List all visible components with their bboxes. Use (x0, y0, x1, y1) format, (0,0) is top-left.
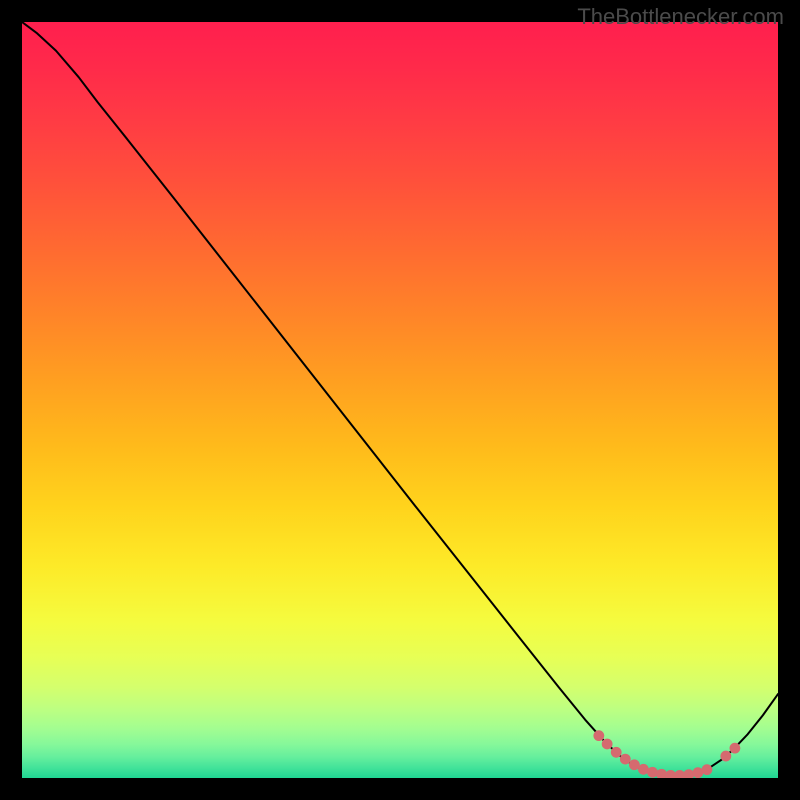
watermark-text: TheBottlenecker.com (577, 4, 784, 30)
marker-dot (620, 754, 631, 765)
chart-root: TheBottlenecker.com (0, 0, 800, 800)
marker-dot (602, 739, 613, 750)
marker-dot (611, 747, 622, 758)
plot-area (22, 22, 778, 778)
marker-dot (702, 764, 713, 775)
marker-dot (593, 730, 604, 741)
marker-dot (730, 743, 741, 754)
marker-dot (647, 767, 658, 778)
marker-dot (720, 751, 731, 762)
plot-svg (22, 22, 778, 778)
gradient-rect (22, 22, 778, 778)
